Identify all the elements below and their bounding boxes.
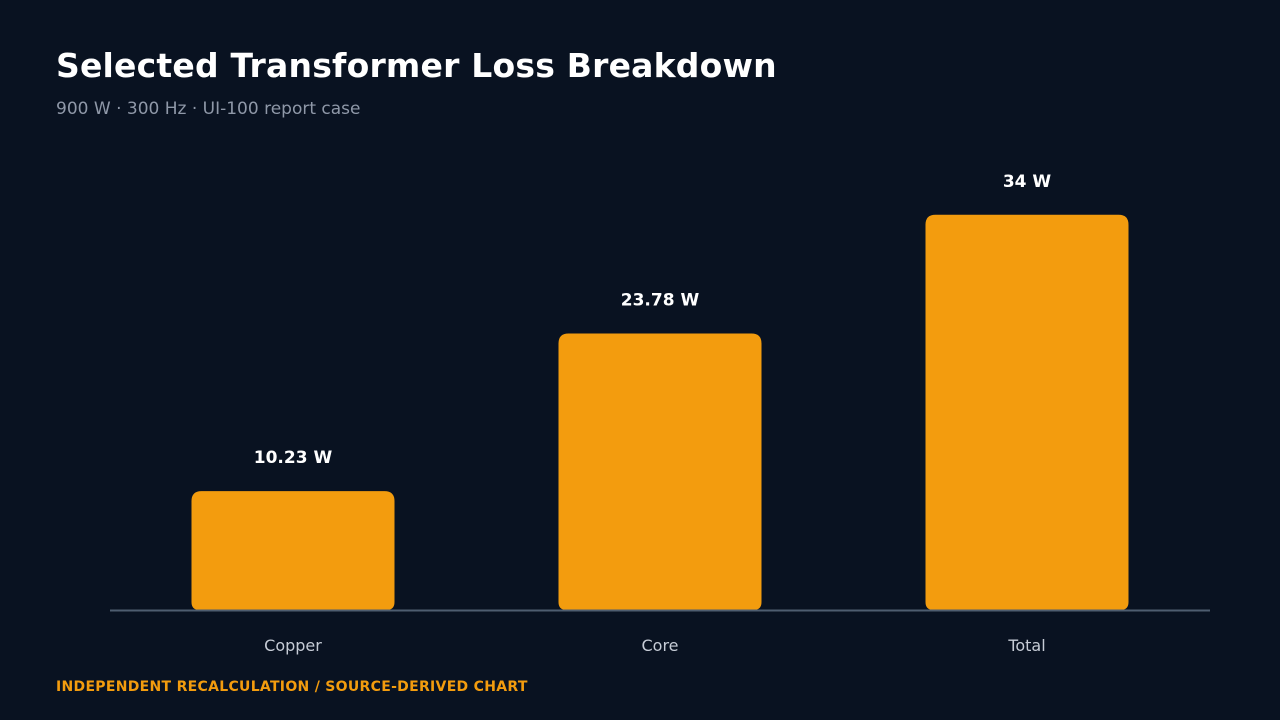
bar-core — [558, 333, 762, 610]
value-label-core: 23.78 W — [621, 291, 700, 311]
category-label-core: Core — [641, 636, 678, 655]
footer-note: INDEPENDENT RECALCULATION / SOURCE-DERIV… — [56, 679, 528, 695]
chart-title: Selected Transformer Loss Breakdown — [56, 46, 777, 85]
value-label-total: 34 W — [1003, 172, 1052, 192]
category-label-total: Total — [1007, 636, 1045, 655]
value-label-copper: 10.23 W — [254, 448, 333, 468]
chart-subtitle: 900 W · 300 Hz · UI-100 report case — [56, 99, 361, 119]
bar-copper — [191, 491, 395, 610]
category-label-copper: Copper — [264, 636, 322, 655]
bar-total — [925, 214, 1129, 610]
